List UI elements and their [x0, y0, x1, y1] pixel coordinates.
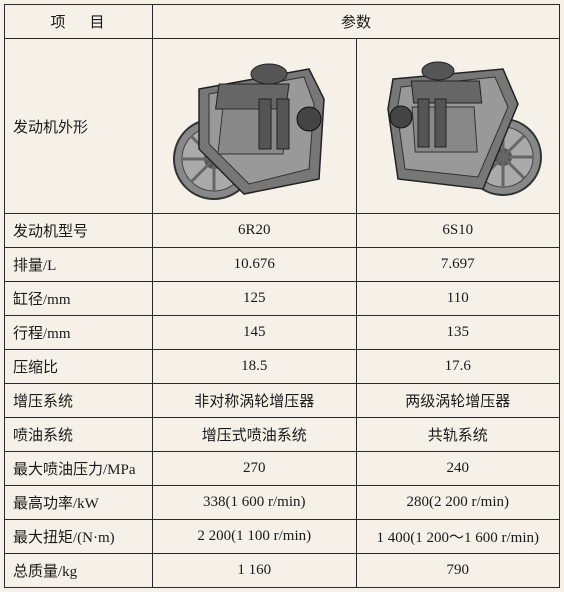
row-label: 发动机外形	[5, 39, 153, 214]
cell-value: 6R20	[153, 214, 357, 248]
cell-value: 280(2 200 r/min)	[356, 486, 560, 520]
row-label: 行程/mm	[5, 316, 153, 350]
row-label: 喷油系统	[5, 418, 153, 452]
table-row: 缸径/mm 125 110	[5, 282, 560, 316]
row-label: 增压系统	[5, 384, 153, 418]
header-item: 项目	[5, 5, 153, 39]
row-label: 最大喷油压力/MPa	[5, 452, 153, 486]
cell-value: 1 160	[153, 554, 357, 588]
engine-illustration-1	[169, 49, 339, 204]
table-row: 喷油系统 增压式喷油系统 共轨系统	[5, 418, 560, 452]
table-row: 压缩比 18.5 17.6	[5, 350, 560, 384]
cell-value: 共轨系统	[356, 418, 560, 452]
table-row: 最大扭矩/(N·m) 2 200(1 100 r/min) 1 400(1 20…	[5, 520, 560, 554]
row-label: 发动机型号	[5, 214, 153, 248]
table-row: 增压系统 非对称涡轮增压器 两级涡轮增压器	[5, 384, 560, 418]
engine-image-cell-2	[356, 39, 560, 214]
row-label: 压缩比	[5, 350, 153, 384]
row-label: 最高功率/kW	[5, 486, 153, 520]
table-row: 排量/L 10.676 7.697	[5, 248, 560, 282]
table-row: 发动机型号 6R20 6S10	[5, 214, 560, 248]
cell-value: 270	[153, 452, 357, 486]
engine-illustration-2	[373, 49, 543, 204]
table-row: 总质量/kg 1 160 790	[5, 554, 560, 588]
cell-value: 1 400(1 200～1 600 r/min)	[356, 520, 560, 554]
row-label: 最大扭矩/(N·m)	[5, 520, 153, 554]
cell-value: 18.5	[153, 350, 357, 384]
cell-value: 2 200(1 100 r/min)	[153, 520, 357, 554]
cell-value: 145	[153, 316, 357, 350]
cell-value: 790	[356, 554, 560, 588]
cell-value: 增压式喷油系统	[153, 418, 357, 452]
table-row-image: 发动机外形	[5, 39, 560, 214]
cell-value: 125	[153, 282, 357, 316]
cell-value: 135	[356, 316, 560, 350]
table-row: 最高功率/kW 338(1 600 r/min) 280(2 200 r/min…	[5, 486, 560, 520]
row-label: 缸径/mm	[5, 282, 153, 316]
cell-value: 17.6	[356, 350, 560, 384]
row-label: 总质量/kg	[5, 554, 153, 588]
engine-image-cell-1	[153, 39, 357, 214]
cell-value: 338(1 600 r/min)	[153, 486, 357, 520]
header-param: 参数	[153, 5, 560, 39]
table-row: 最大喷油压力/MPa 270 240	[5, 452, 560, 486]
cell-value: 6S10	[356, 214, 560, 248]
table-row: 行程/mm 145 135	[5, 316, 560, 350]
engine-spec-table: 项目 参数 发动机外形	[4, 4, 560, 588]
cell-value: 7.697	[356, 248, 560, 282]
cell-value: 非对称涡轮增压器	[153, 384, 357, 418]
cell-value: 240	[356, 452, 560, 486]
cell-value: 10.676	[153, 248, 357, 282]
row-label: 排量/L	[5, 248, 153, 282]
cell-value: 110	[356, 282, 560, 316]
header-row: 项目 参数	[5, 5, 560, 39]
cell-value: 两级涡轮增压器	[356, 384, 560, 418]
